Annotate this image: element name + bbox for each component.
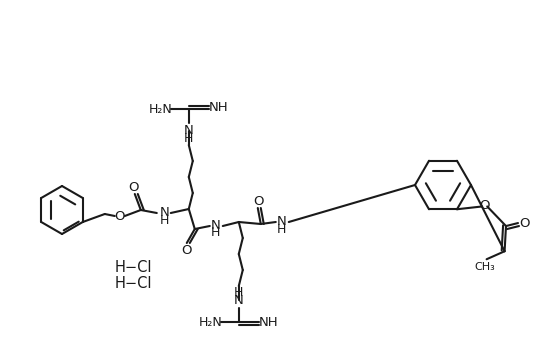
Text: O: O (182, 243, 192, 256)
Text: O: O (479, 199, 490, 212)
Text: H: H (160, 213, 169, 226)
Text: N: N (277, 215, 287, 228)
Text: O: O (129, 180, 139, 194)
Text: H−Cl: H−Cl (114, 260, 151, 275)
Text: H₂N: H₂N (199, 315, 222, 328)
Text: H: H (277, 222, 286, 235)
Text: H: H (211, 226, 220, 239)
Text: NH: NH (259, 316, 278, 329)
Text: H₂N: H₂N (149, 103, 173, 116)
Text: N: N (184, 123, 193, 136)
Text: H: H (234, 287, 244, 300)
Text: N: N (234, 294, 244, 307)
Text: H: H (184, 131, 193, 144)
Text: O: O (254, 194, 264, 207)
Text: CH₃: CH₃ (474, 262, 495, 272)
Text: N: N (160, 206, 170, 219)
Text: N: N (211, 219, 221, 231)
Text: NH: NH (209, 100, 229, 113)
Text: O: O (115, 210, 125, 222)
Text: O: O (520, 217, 530, 230)
Text: H−Cl: H−Cl (114, 276, 151, 292)
